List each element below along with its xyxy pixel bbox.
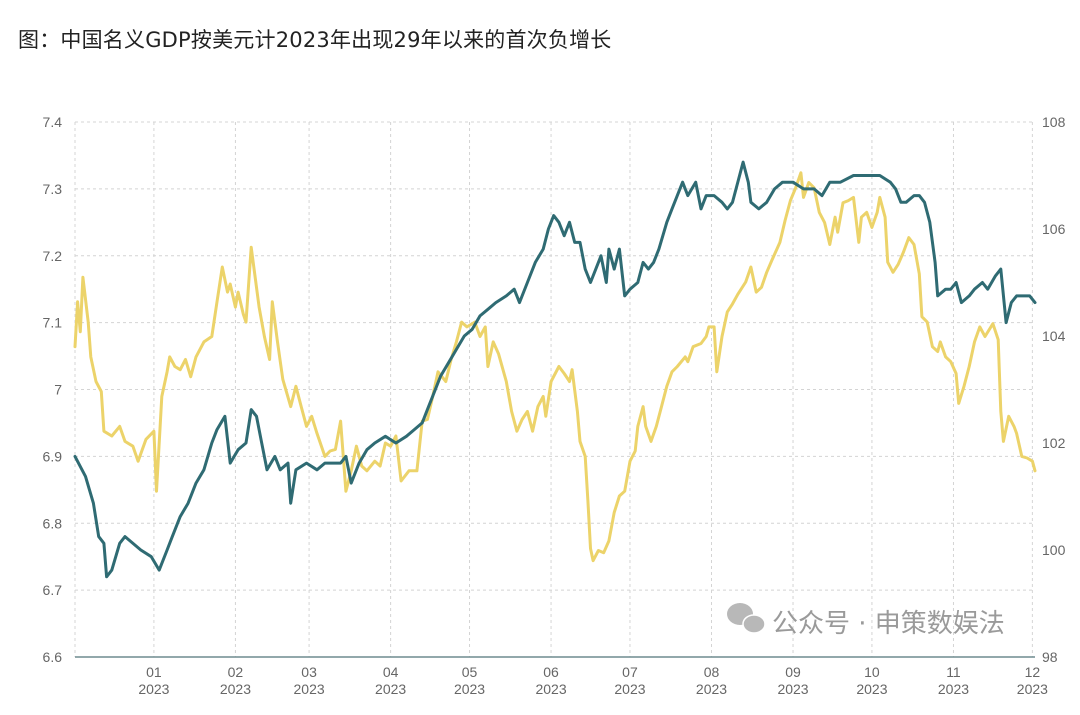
page-title: 图：中国名义GDP按美元计2023年出现29年以来的首次负增长 xyxy=(18,28,612,52)
y-left-tick-label: 7 xyxy=(54,382,62,398)
x-tick-label-line: 04 xyxy=(383,664,399,680)
x-tick-label-line: 02 xyxy=(228,664,244,680)
x-tick-label-line: 2023 xyxy=(454,681,485,697)
series-lines xyxy=(73,160,1037,579)
x-tick-label-line: 2023 xyxy=(777,681,808,697)
y-left-tick-label: 7.3 xyxy=(43,181,63,197)
x-tick-label: 10 2023 xyxy=(856,664,887,697)
watermark: 公众号 · 申策数娱法 xyxy=(727,603,1005,639)
y-left-tick-label: 7.2 xyxy=(43,248,63,264)
y-left-tick-label: 6.8 xyxy=(43,515,63,531)
y-right-tick-label: 108 xyxy=(1042,114,1066,130)
wechat-icon xyxy=(727,603,766,634)
x-tick-label-line: 2023 xyxy=(696,681,727,697)
x-tick-label: 11 2023 xyxy=(938,664,969,697)
x-tick-label: 09 2023 xyxy=(777,664,808,697)
y-right-tick-label: 104 xyxy=(1042,328,1066,344)
x-tick-label-line: 2023 xyxy=(535,681,566,697)
x-tick-label-line: 2023 xyxy=(614,681,645,697)
y-left-tick-label: 7.4 xyxy=(43,114,63,130)
x-tick-label: 08 2023 xyxy=(696,664,727,697)
x-tick-label-line: 2023 xyxy=(138,681,169,697)
x-tick-label-line: 2023 xyxy=(375,681,406,697)
y-right-tick-label: 102 xyxy=(1042,435,1066,451)
x-tick-label-line: 2023 xyxy=(938,681,969,697)
y-right-tick-label: 106 xyxy=(1042,221,1066,237)
x-tick-label-line: 2023 xyxy=(220,681,251,697)
x-tick-label-line: 10 xyxy=(864,664,880,680)
x-tick-label: 01 2023 xyxy=(138,664,169,697)
y-left-tick-label: 6.7 xyxy=(43,582,63,598)
y-left-tick-label: 6.6 xyxy=(43,649,63,665)
series-line-right-axis xyxy=(73,171,1037,563)
y-left-tick-label: 6.9 xyxy=(43,448,63,464)
x-tick-label-line: 2023 xyxy=(1017,681,1048,697)
axes: 7.47.37.27.176.96.86.76.6108106104102100… xyxy=(43,114,1066,697)
y-right-tick-label: 100 xyxy=(1042,542,1066,558)
x-tick-label-line: 09 xyxy=(785,664,801,680)
x-tick-label: 05 2023 xyxy=(454,664,485,697)
x-tick-label: 03 2023 xyxy=(294,664,325,697)
x-tick-label-line: 05 xyxy=(462,664,478,680)
x-tick-label-line: 01 xyxy=(146,664,162,680)
grid xyxy=(74,121,1035,657)
x-tick-label: 04 2023 xyxy=(375,664,406,697)
x-tick-label-line: 08 xyxy=(704,664,720,680)
x-tick-label: 06 2023 xyxy=(535,664,566,697)
x-tick-label: 07 2023 xyxy=(614,664,645,697)
y-right-tick-label: 98 xyxy=(1042,649,1058,665)
x-tick-label-line: 03 xyxy=(301,664,317,680)
x-tick-label-line: 06 xyxy=(543,664,559,680)
x-tick-label-line: 07 xyxy=(622,664,638,680)
watermark-text: 公众号 · 申策数娱法 xyxy=(772,609,1005,639)
x-tick-label: 12 2023 xyxy=(1017,664,1048,697)
y-left-tick-label: 7.1 xyxy=(43,315,63,331)
x-tick-label-line: 2023 xyxy=(294,681,325,697)
series-line-left-axis xyxy=(73,160,1037,579)
x-tick-label-line: 2023 xyxy=(856,681,887,697)
x-tick-label-line: 11 xyxy=(946,664,961,680)
x-tick-label-line: 12 xyxy=(1025,664,1041,680)
x-tick-label: 02 2023 xyxy=(220,664,251,697)
